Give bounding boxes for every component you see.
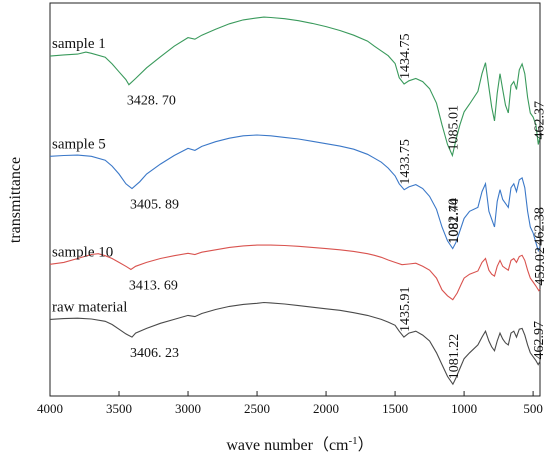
series-label: raw material [52, 299, 127, 315]
peak-label: 462.97 [532, 321, 547, 360]
peak-label: 3428. 70 [127, 94, 176, 109]
series-line [49, 134, 541, 253]
x-tick-label: 2000 [313, 401, 339, 416]
peak-label: 1081.74 [447, 198, 462, 244]
peak-label: 462.38 [532, 207, 547, 246]
series-label: sample 1 [52, 36, 106, 52]
peak-label: 462.37 [532, 101, 547, 140]
x-tick-label: 1000 [451, 401, 477, 416]
peak-label: 1433.75 [398, 139, 413, 185]
peak-label: 1082.40 [447, 198, 462, 244]
peak-label: 459.02 [533, 247, 548, 286]
series-label: sample 10 [52, 244, 113, 260]
x-tick-label: 500 [523, 401, 543, 416]
series-line [49, 16, 541, 158]
x-tick-label: 1500 [382, 401, 408, 416]
series-line [49, 301, 541, 386]
series-labels: sample 1 sample 5 sample 10 raw material [52, 36, 127, 315]
series-label: sample 5 [52, 136, 106, 152]
x-tick-label: 3500 [106, 401, 132, 416]
x-tick-label: 2500 [244, 401, 270, 416]
peak-label: 3413. 69 [129, 278, 178, 293]
y-axis-title: transmittance [7, 157, 24, 243]
plot-frame [49, 2, 541, 397]
x-axis-title-superscript: -1 [349, 435, 358, 447]
peak-label: 1435.91 [398, 287, 413, 333]
series-layer [49, 16, 541, 386]
peak-label: 1434.75 [398, 33, 413, 79]
peak-labels: 3428. 70 1434.75 1085.01 462.37 3405. 89 1433… [127, 33, 548, 379]
x-axis-title-main: wave number（cm [226, 436, 349, 454]
peak-label: 1085.01 [446, 105, 461, 151]
x-axis-title: wave number（cm-1） [226, 435, 373, 454]
peak-label: 3406. 23 [130, 346, 179, 361]
x-axis-title-close: ） [358, 436, 374, 454]
peak-label: 3405. 89 [130, 197, 179, 212]
peak-label: 1081.22 [447, 334, 462, 380]
x-tick-label: 3000 [175, 401, 201, 416]
series-line [49, 244, 541, 301]
x-tick-label: 4000 [37, 401, 63, 416]
x-axis-ticks: 4000 3500 3000 2500 2000 1500 1000 500 [37, 391, 543, 416]
